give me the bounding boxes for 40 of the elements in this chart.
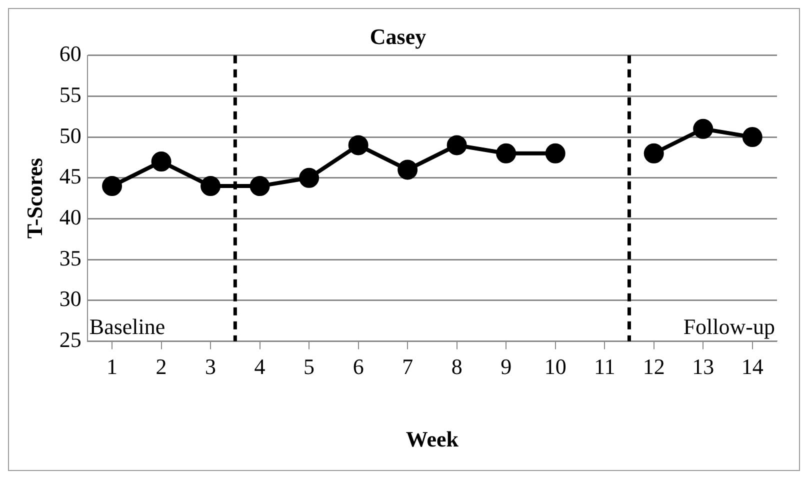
- point: [348, 135, 368, 156]
- point: [644, 143, 664, 164]
- point: [693, 118, 714, 139]
- y-tick-label: 45: [59, 164, 82, 189]
- y-tick-label: 55: [59, 82, 82, 108]
- x-tick-label: 13: [692, 354, 714, 380]
- annotation: Follow-up: [683, 314, 775, 339]
- x-tick-label: 6: [352, 354, 364, 380]
- y-tick-label: 25: [59, 326, 82, 352]
- x-tick-label: 10: [544, 354, 566, 380]
- y-tick-label: 35: [59, 245, 82, 270]
- annotation: Baseline: [89, 314, 166, 339]
- point: [200, 176, 221, 196]
- x-axis-title: Week: [406, 426, 460, 452]
- x-tick-label: 12: [642, 354, 665, 380]
- y-axis-title: T-Scores: [22, 158, 47, 239]
- point: [398, 160, 418, 180]
- chart-title: Casey: [370, 24, 426, 49]
- x-tick-label: 11: [594, 354, 616, 380]
- point: [446, 135, 467, 156]
- y-tick-label: 50: [59, 122, 82, 148]
- x-tick-label: 4: [254, 354, 266, 380]
- point: [742, 127, 762, 148]
- x-tick-label: 5: [304, 354, 315, 380]
- x-tick-label: 2: [156, 354, 167, 380]
- point: [151, 152, 172, 172]
- point: [299, 168, 320, 188]
- point: [102, 176, 122, 196]
- x-tick-label: 3: [205, 354, 216, 380]
- y-tick-label: 40: [59, 204, 82, 230]
- point: [496, 143, 516, 164]
- point: [545, 143, 566, 164]
- x-tick-label: 1: [106, 354, 118, 380]
- x-tick-label: 7: [402, 354, 414, 380]
- y-tick-label: 30: [59, 286, 82, 312]
- point: [250, 176, 270, 196]
- x-tick-label: 9: [500, 354, 512, 380]
- x-tick-label: 14: [741, 354, 764, 380]
- y-tick-label: 60: [59, 41, 82, 66]
- x-tick-label: 8: [451, 354, 462, 380]
